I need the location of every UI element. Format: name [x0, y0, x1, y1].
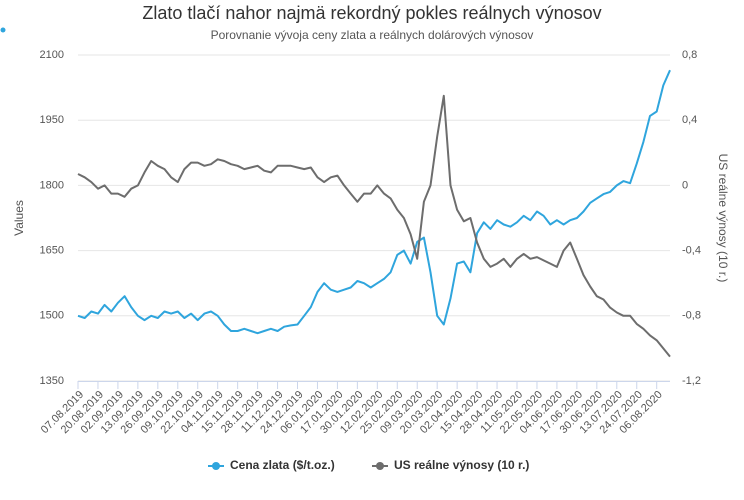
- y-tick-label: 1950: [40, 114, 64, 126]
- y-tick-label: 1500: [40, 310, 64, 322]
- y2-tick-label: -0,4: [682, 245, 701, 257]
- legend-marker: [376, 462, 384, 470]
- chart-subtitle: Porovnanie vývoja ceny zlata a reálnych …: [211, 28, 534, 42]
- series-line: [77, 94, 671, 358]
- y2-tick-label: 0: [682, 179, 688, 191]
- y2-tick-label: 0,8: [682, 49, 697, 61]
- y2-tick-label: -1,2: [682, 375, 701, 387]
- legend-marker: [212, 462, 220, 470]
- y2-tick-label: 0,4: [682, 114, 697, 126]
- y-tick-label: 1650: [40, 245, 64, 257]
- chart-title: Zlato tlačí nahor najmä rekordný pokles …: [142, 3, 601, 23]
- y2-tick-label: -0,8: [682, 310, 701, 322]
- y-tick-label: 1800: [40, 179, 64, 191]
- legend-label[interactable]: Cena zlata ($/t.oz.): [230, 458, 335, 472]
- y-tick-label: 1350: [40, 375, 64, 387]
- series-line: [77, 69, 671, 335]
- decor-dot: [0, 27, 6, 33]
- y-axis-title: Values: [12, 200, 26, 236]
- y2-axis-title: US reálne výnosy (10 r.): [716, 154, 730, 283]
- legend-label[interactable]: US reálne výnosy (10 r.): [394, 458, 529, 472]
- y-tick-label: 2100: [40, 49, 64, 61]
